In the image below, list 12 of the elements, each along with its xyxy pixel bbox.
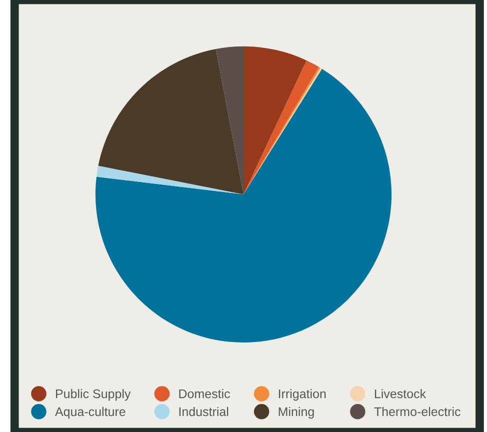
legend-label: Domestic: [179, 389, 230, 398]
pie-slice: [95, 68, 392, 342]
legend-label: Aqua-culture: [55, 406, 126, 419]
legend-label: Thermo-electric: [374, 406, 460, 416]
legend-label: Mining: [278, 406, 314, 419]
pie-slice: [98, 48, 244, 194]
legend-label: Irrigation: [278, 389, 326, 401]
pie-slice: [216, 46, 244, 194]
legend-label: Industrial: [179, 406, 228, 416]
legend-label: Public Supply: [56, 389, 131, 401]
pie-slice: [244, 46, 307, 194]
legend-label: Livestock: [374, 389, 426, 398]
